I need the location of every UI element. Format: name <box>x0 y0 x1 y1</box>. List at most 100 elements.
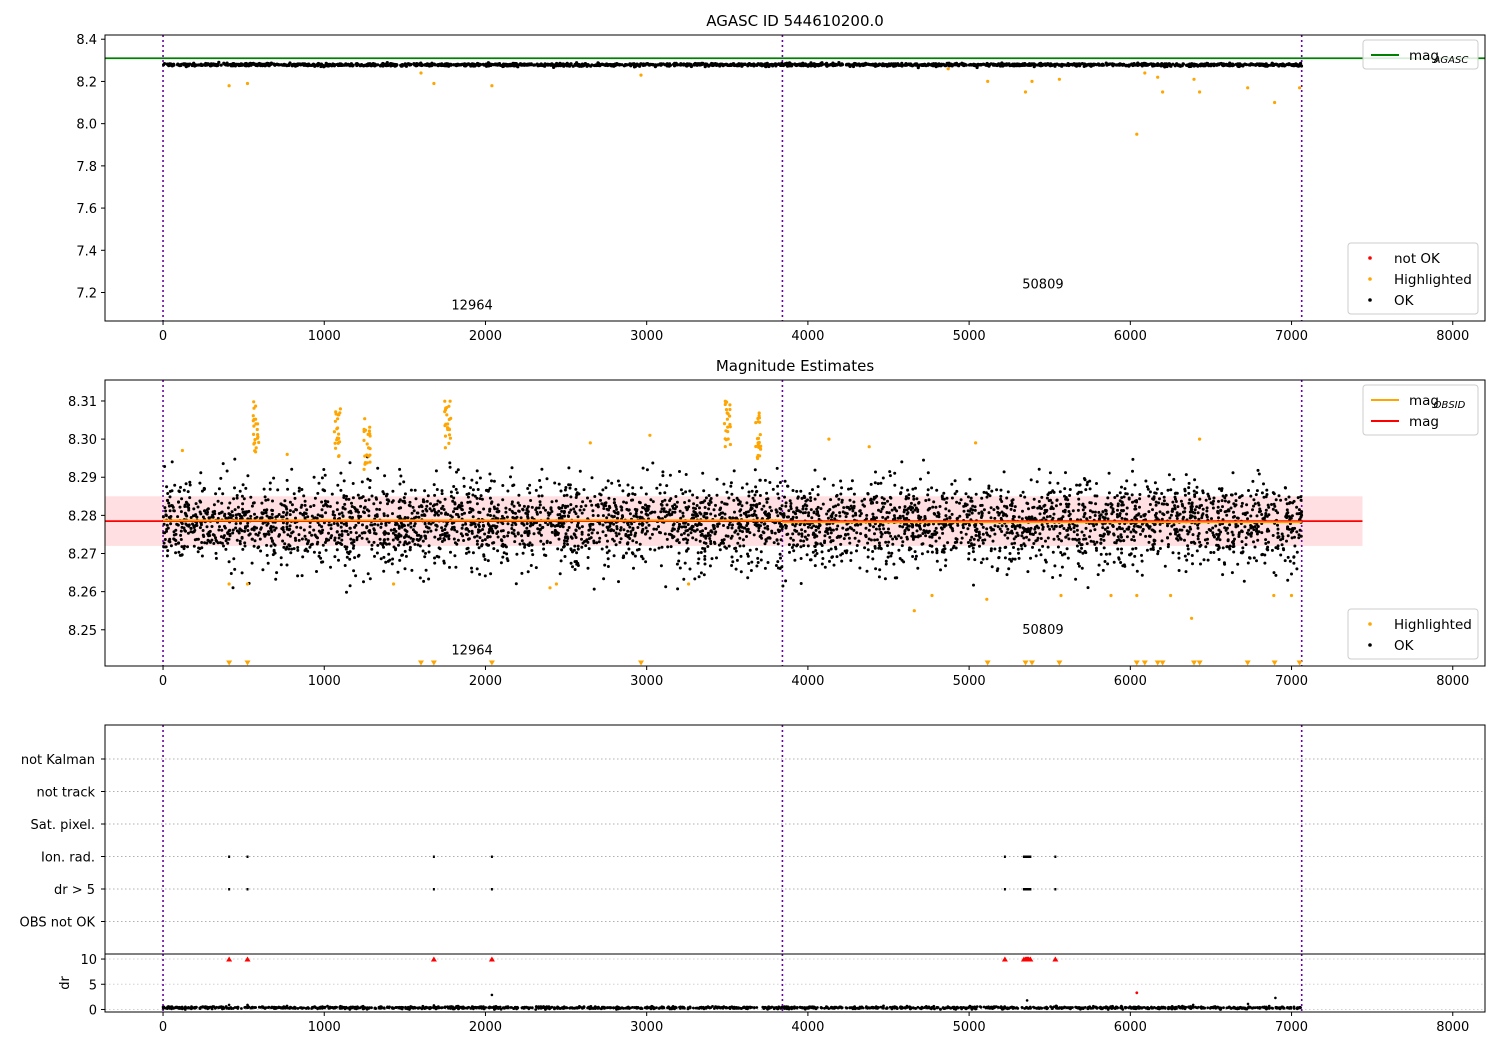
ok-point <box>1255 559 1258 562</box>
ok-point <box>421 510 424 513</box>
ok-point <box>1183 488 1186 491</box>
ok-point <box>827 517 830 520</box>
ok-point <box>326 505 329 508</box>
ok-point <box>934 533 937 536</box>
ok-point <box>407 535 410 538</box>
ok-point <box>874 496 877 499</box>
ok-point <box>843 537 846 540</box>
ok-point <box>324 511 327 514</box>
ok-point <box>814 541 817 544</box>
ok-point <box>1145 64 1148 67</box>
ok-point <box>288 63 291 66</box>
ok-point <box>192 63 195 66</box>
ok-point <box>882 524 885 527</box>
ok-point <box>766 497 769 500</box>
ok-point <box>955 501 958 504</box>
ok-point <box>444 533 447 536</box>
ok-point <box>662 510 665 513</box>
ok-point <box>848 542 851 545</box>
ok-point <box>879 482 882 485</box>
ok-point <box>310 534 313 537</box>
ok-point <box>512 532 515 535</box>
ok-point <box>750 63 753 66</box>
ok-point <box>1001 524 1004 527</box>
ok-point <box>884 577 887 580</box>
ok-point <box>855 549 858 552</box>
ok-point <box>915 497 918 500</box>
ok-point <box>885 563 888 566</box>
ok-point <box>922 459 925 462</box>
ok-point <box>246 529 249 532</box>
ok-point <box>483 533 486 536</box>
ok-point <box>566 543 569 546</box>
ok-point <box>788 543 791 546</box>
ok-point <box>679 63 682 66</box>
ok-point <box>478 525 481 528</box>
ok-point <box>968 513 971 516</box>
ok-point <box>593 588 596 591</box>
ok-point <box>194 513 197 516</box>
ok-point <box>1181 503 1184 506</box>
ok-point <box>1099 534 1102 537</box>
ok-point <box>733 64 736 67</box>
ok-point <box>1048 63 1051 66</box>
ok-point <box>252 502 255 505</box>
ok-point <box>974 509 977 512</box>
ok-point <box>840 486 843 489</box>
ok-point <box>1130 538 1133 541</box>
ok-point <box>676 538 679 541</box>
ok-point <box>391 558 394 561</box>
ok-point <box>492 541 495 544</box>
ok-point <box>596 531 599 534</box>
ok-point <box>304 504 307 507</box>
ok-point <box>481 539 484 542</box>
ok-point <box>728 523 731 526</box>
ok-point <box>1107 503 1110 506</box>
ok-point <box>974 505 977 508</box>
ok-point <box>931 506 934 509</box>
ok-point <box>376 552 379 555</box>
ok-point <box>678 552 681 555</box>
ok-point <box>1202 508 1205 511</box>
ok-point <box>1138 493 1141 496</box>
ok-point <box>901 544 904 547</box>
ok-point <box>312 504 315 507</box>
ok-point <box>1102 569 1105 572</box>
ok-point <box>1156 62 1159 65</box>
ok-point <box>756 517 759 520</box>
ok-point <box>607 513 610 516</box>
ok-point <box>1293 536 1296 539</box>
ok-point <box>977 535 980 538</box>
ok-point <box>188 63 191 66</box>
ok-point <box>871 550 874 553</box>
ok-point <box>296 574 299 577</box>
ok-point <box>913 504 916 507</box>
ok-point <box>1232 471 1235 474</box>
highlighted-point <box>419 71 422 74</box>
ok-point <box>1086 483 1089 486</box>
ok-point <box>354 524 357 527</box>
ok-point <box>454 566 457 569</box>
ok-point <box>471 63 474 66</box>
ok-point <box>602 524 605 527</box>
ok-point <box>1041 528 1044 531</box>
ok-point <box>914 487 917 490</box>
y-tick-label: 8.4 <box>76 33 97 48</box>
ok-point <box>180 510 183 513</box>
ok-point <box>332 510 335 513</box>
ok-point <box>823 534 826 537</box>
ok-point <box>1126 507 1129 510</box>
ok-point <box>505 545 508 548</box>
ok-point <box>597 64 600 67</box>
ok-point <box>1155 504 1158 507</box>
ok-point <box>417 539 420 542</box>
ok-point <box>301 555 304 558</box>
ok-point <box>1057 63 1060 66</box>
ok-point <box>539 486 542 489</box>
ok-point <box>1196 486 1199 489</box>
ok-point <box>610 482 613 485</box>
ok-point <box>799 510 802 513</box>
ok-point <box>606 540 609 543</box>
ok-point <box>1205 531 1208 534</box>
ok-point <box>664 585 667 588</box>
